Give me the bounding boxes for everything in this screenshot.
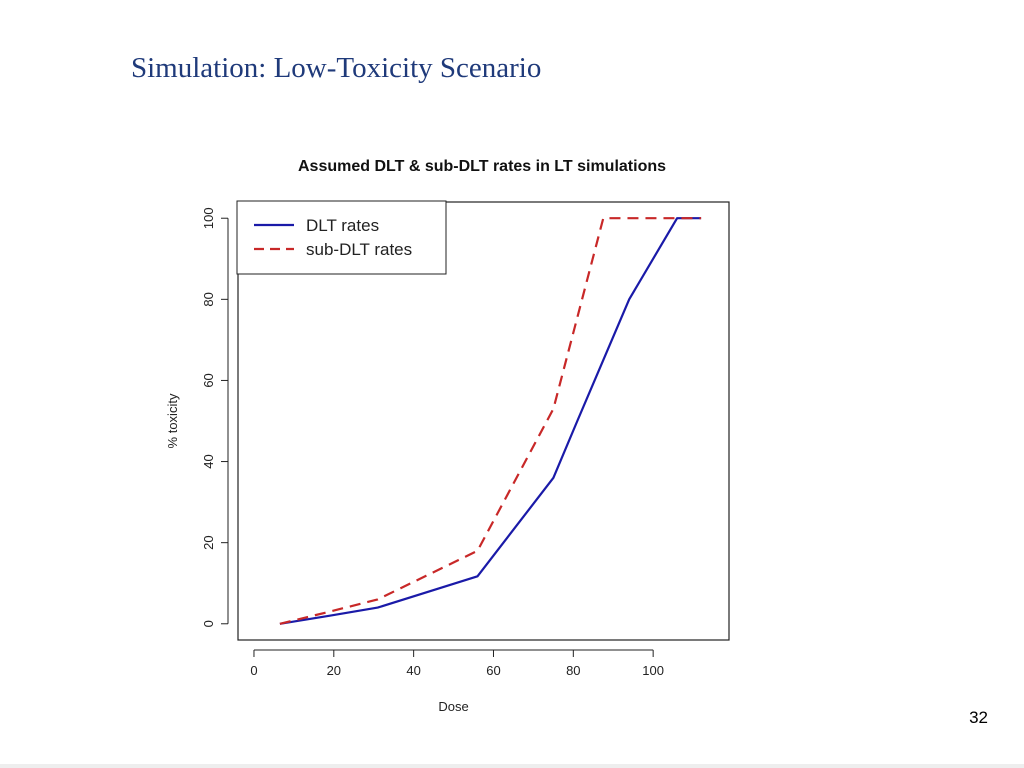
x-tick-label: 80 <box>566 663 580 678</box>
legend-label: sub-DLT rates <box>306 240 412 259</box>
x-tick-label: 40 <box>406 663 420 678</box>
series-line-sub-dlt <box>279 217 702 625</box>
y-tick-label: 40 <box>201 454 216 468</box>
chart-title: Assumed DLT & sub-DLT rates in LT simula… <box>298 158 666 175</box>
series-line-dlt <box>279 217 702 625</box>
y-tick-label: 0 <box>201 620 216 627</box>
y-tick-label: 60 <box>201 373 216 387</box>
y-tick-label: 20 <box>201 535 216 549</box>
slide-title: Simulation: Low-Toxicity Scenario <box>131 52 542 84</box>
legend: DLT rates sub-DLT rates <box>236 200 447 275</box>
x-tick-label: 60 <box>486 663 500 678</box>
footer-divider <box>0 764 1024 768</box>
page-number: 32 <box>969 708 988 727</box>
plot-frame <box>237 201 730 641</box>
x-axis-label: Dose <box>438 699 468 714</box>
x-axis: 0 20 40 60 80 100 <box>250 649 664 678</box>
x-tick-label: 0 <box>250 663 257 678</box>
y-tick-label: 100 <box>201 207 216 229</box>
x-tick-label: 100 <box>642 663 664 678</box>
series-layer <box>279 217 702 625</box>
x-tick-label: 20 <box>327 663 341 678</box>
legend-box <box>236 200 447 275</box>
y-axis-label: % toxicity <box>165 393 180 448</box>
legend-label: DLT rates <box>306 216 379 235</box>
y-tick-label: 80 <box>201 292 216 306</box>
y-axis: 0 20 40 60 80 100 <box>201 207 229 627</box>
